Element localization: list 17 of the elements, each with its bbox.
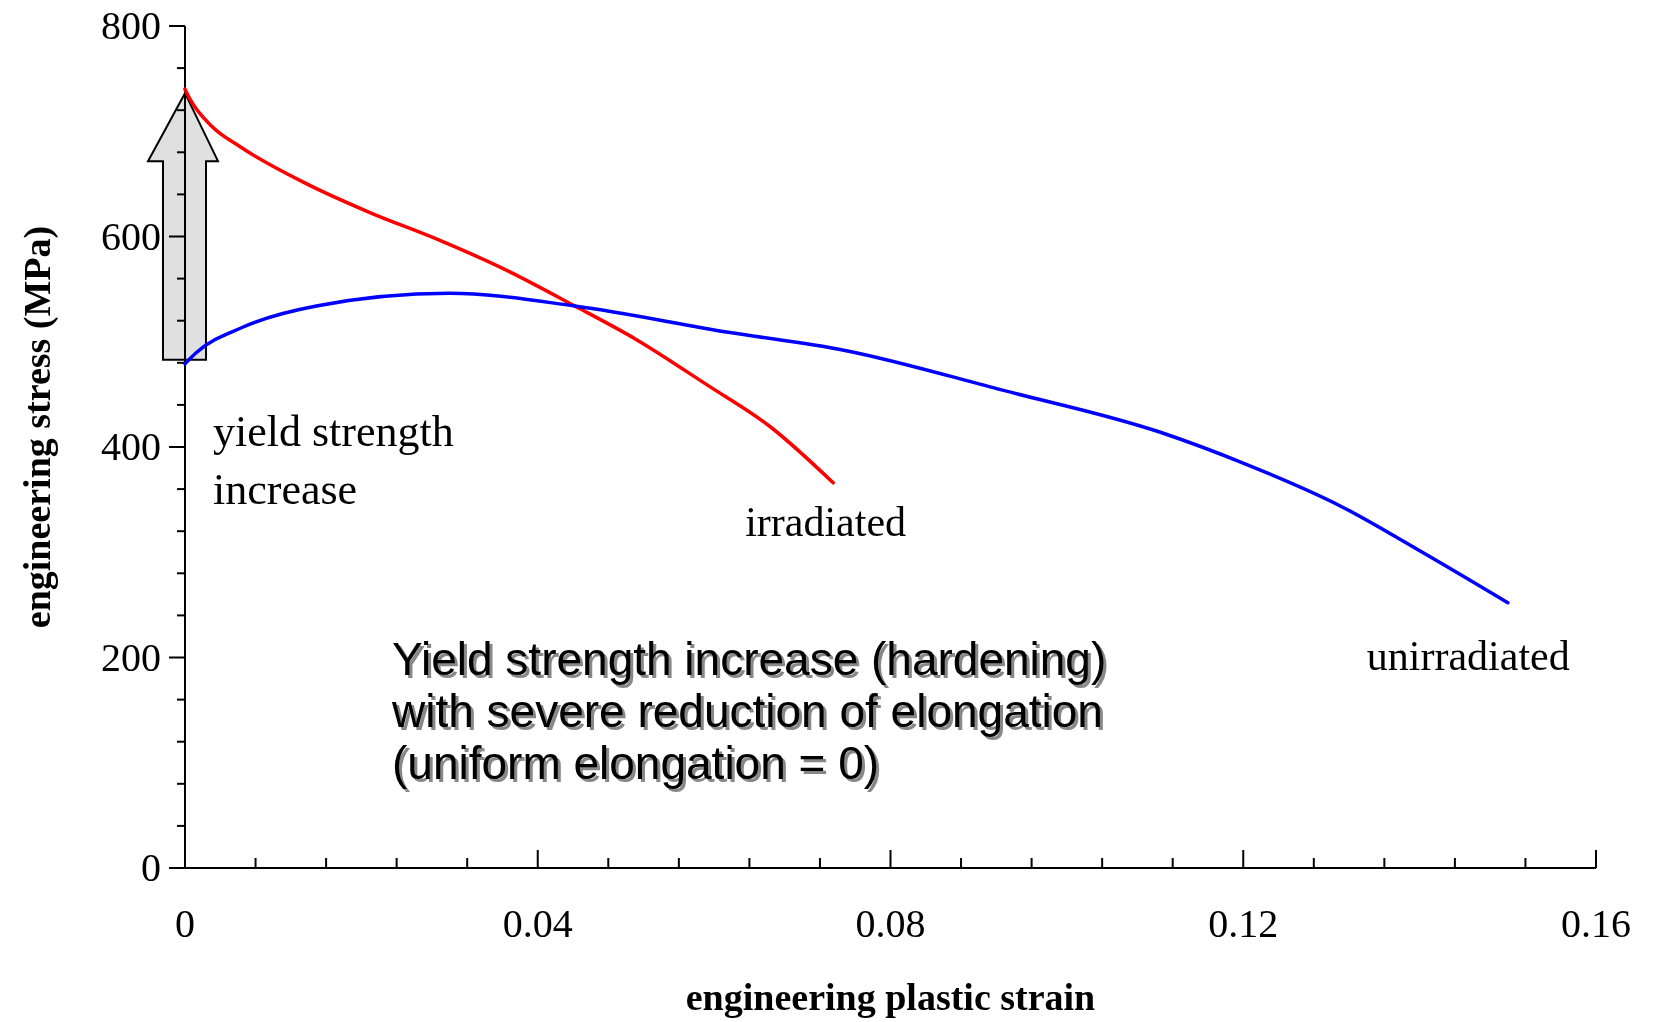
x-tick-label: 0.08 bbox=[855, 901, 926, 946]
x-tick-label: 0 bbox=[175, 901, 195, 946]
y-tick-label: 600 bbox=[101, 213, 161, 259]
x-axis-title: engineering plastic strain bbox=[685, 976, 1096, 1018]
annotation: yield strength increase bbox=[213, 406, 454, 514]
annotation: Yield strength increase (hardening) with severe reduction of elongation (uniform elongation = 0) bbox=[394, 636, 1110, 792]
y-tick-label: 800 bbox=[101, 3, 161, 48]
x-tick-label: 0.12 bbox=[1208, 901, 1279, 946]
x-tick-label: 0.16 bbox=[1561, 901, 1631, 946]
y-tick-label: 400 bbox=[101, 424, 161, 469]
series-label: irradiated bbox=[745, 498, 907, 545]
series-label: unirradiated bbox=[1366, 632, 1570, 679]
line-series bbox=[183, 291, 1510, 605]
y-tick-label: 200 bbox=[101, 634, 161, 680]
y-tick-label: 0 bbox=[141, 845, 161, 890]
y-axis-title: engineering stress (MPa) bbox=[16, 225, 59, 629]
x-tick-label: 0.04 bbox=[502, 901, 573, 946]
